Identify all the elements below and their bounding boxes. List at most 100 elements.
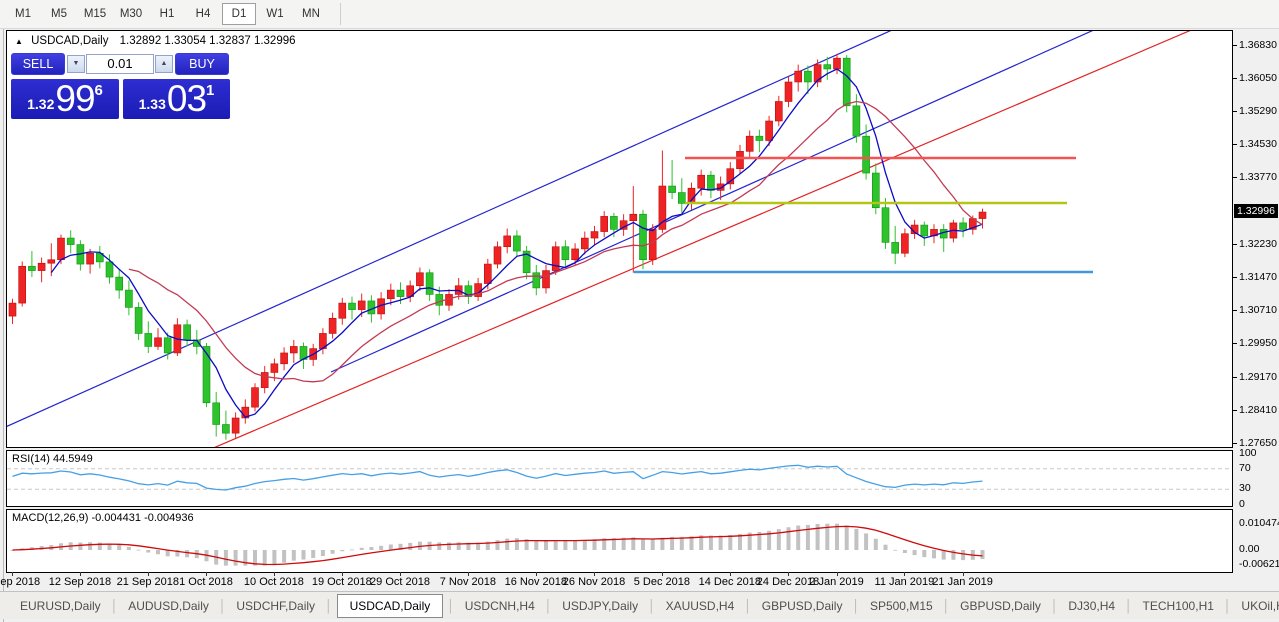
date-label: 2 Jan 2019 — [809, 576, 864, 588]
price-tick — [1233, 342, 1237, 344]
tab-audusd-daily[interactable]: AUDUSD,Daily — [128, 598, 209, 613]
date-tick — [535, 572, 537, 576]
buy-price-display[interactable]: 1.33 03 1 — [123, 79, 230, 119]
volume-input[interactable]: 0.01 — [86, 54, 154, 74]
price-tick — [1233, 409, 1237, 411]
date-label: 21 Jan 2019 — [932, 576, 993, 588]
sell-price-display[interactable]: 1.32 99 6 — [11, 79, 119, 119]
main-chart-canvas — [7, 31, 1196, 447]
date-label: 7 Nov 2018 — [439, 576, 497, 588]
chart-title: ▲ USDCAD,Daily 1.32892 1.33054 1.32837 1… — [15, 35, 296, 47]
tabs-holder: EURUSD,Daily │ AUDUSD,Daily │ USDCHF,Daily │ U… — [14, 593, 1279, 618]
rsi-label: RSI(14) 44.5949 — [12, 453, 93, 465]
timeframe-d1[interactable]: D1 — [222, 3, 256, 25]
tab-usdcnh-h4[interactable]: USDCNH,H4 — [464, 598, 535, 613]
timeframe-w1[interactable]: W1 — [266, 8, 284, 20]
main-chart-pane[interactable]: ▲ USDCAD,Daily 1.32892 1.33054 1.32837 1… — [6, 30, 1233, 448]
tab-usdjpy-daily[interactable]: USDJPY,Daily — [562, 598, 639, 613]
price-tick-label: 1.29950 — [1239, 336, 1277, 349]
macd-canvas — [10, 523, 985, 566]
date-tick — [147, 572, 149, 576]
date-tick — [904, 572, 906, 576]
buy-price-small: 1.33 — [138, 96, 166, 112]
current-price-label: 1.32996 — [1234, 204, 1278, 219]
date-tick — [467, 572, 469, 576]
date-label: 5 Dec 2018 — [633, 576, 691, 588]
price-tick — [1233, 111, 1237, 113]
buy-button[interactable]: BUY — [175, 53, 229, 75]
date-tick — [79, 572, 81, 576]
date-tick — [206, 572, 207, 576]
macd-label: MACD(12,26,9) -0.004431 -0.004936 — [12, 512, 194, 524]
timeframe-toolbar: M1 M5 M15 M30 H1 H4 D1 W1 MN — [0, 0, 1279, 29]
date-label: 1 Oct 2018 — [179, 576, 233, 588]
rsi-scale-label: 0 — [1239, 497, 1245, 510]
trendlines-layer — [7, 31, 1196, 447]
sell-price-pip: 6 — [94, 82, 103, 99]
price-tick-label: 1.31470 — [1239, 270, 1277, 283]
toolbar-separator — [340, 3, 341, 25]
price-tick — [1233, 243, 1237, 245]
timeframe-m5[interactable]: M5 — [51, 8, 67, 20]
rsi-scale-label: 70 — [1239, 461, 1251, 474]
date-label: 24 Dec 2018 — [756, 576, 820, 588]
volume-decrease-button[interactable]: ▼ — [67, 55, 85, 73]
buy-price-big: 03 — [166, 78, 207, 119]
price-tick-label: 1.29170 — [1239, 370, 1277, 383]
timeframe-mn[interactable]: MN — [302, 8, 320, 20]
price-tick-label: 1.35290 — [1239, 105, 1277, 118]
macd-histogram — [10, 523, 985, 566]
tab-eurusd-daily[interactable]: EURUSD,Daily — [20, 598, 101, 613]
sell-price-big: 99 — [55, 78, 95, 119]
channel-lower[interactable] — [330, 31, 1096, 373]
tab-usdchf-daily[interactable]: USDCHF,Daily — [236, 598, 316, 613]
tab-gbpusd-daily[interactable]: GBPUSD,Daily — [761, 598, 843, 613]
tab-separator: │ — [852, 598, 860, 613]
sell-price-small: 1.32 — [27, 96, 55, 112]
tab-separator: │ — [218, 598, 227, 613]
timeframe-m30[interactable]: M30 — [119, 8, 143, 20]
date-label: 19 Oct 2018 — [311, 576, 372, 588]
tab-separator: │ — [1223, 598, 1232, 613]
timeframe-h4[interactable]: H4 — [195, 8, 211, 20]
chart-tabbar: EURUSD,Daily │ AUDUSD,Daily │ USDCHF,Daily │ U… — [0, 591, 1279, 619]
timeframe-m15[interactable]: M15 — [83, 8, 107, 20]
macd-signal-line — [12, 525, 983, 566]
macd-scale-label: 0.00 — [1239, 543, 1260, 555]
tab-tech100-h1[interactable]: TECH100,H1 — [1142, 598, 1214, 613]
tab-separator: │ — [744, 598, 752, 613]
macd-pane[interactable]: MACD(12,26,9) -0.004431 -0.004936 — [6, 509, 1233, 573]
tab-separator: │ — [325, 598, 333, 613]
tab-dj30-h4[interactable]: DJ30,H4 — [1068, 598, 1116, 613]
tab-separator: │ — [1050, 598, 1059, 613]
tab-ukoil-h1[interactable]: UKOil,H1 — [1241, 598, 1279, 613]
tab-usdcad-daily[interactable]: USDCAD,Daily — [336, 593, 444, 618]
price-tick — [1233, 309, 1237, 311]
date-label: 3 Sep 2018 — [0, 576, 41, 588]
timeframe-m1[interactable]: M1 — [15, 8, 31, 20]
tab-xauusd-h4[interactable]: XAUUSD,H4 — [665, 598, 735, 613]
price-axis[interactable]: 1.36830 1.36050 1.35290 1.34530 1.33770 1.322… — [1233, 30, 1279, 449]
volume-increase-button[interactable]: ▲ — [155, 55, 173, 73]
price-tick — [1233, 442, 1237, 444]
tab-sp500-m15[interactable]: SP500,M15 — [869, 598, 933, 613]
price-tick — [1233, 78, 1237, 80]
tab-separator: │ — [1125, 598, 1133, 613]
price-tick-label: 1.36050 — [1239, 72, 1277, 85]
date-label: 14 Dec 2018 — [698, 576, 761, 588]
price-tick — [1233, 376, 1237, 378]
channel-upper[interactable] — [7, 31, 901, 429]
price-tick — [1233, 44, 1237, 46]
timeframe-h1[interactable]: H1 — [159, 8, 175, 20]
tab-gbpusd-daily[interactable]: GBPUSD,Daily — [960, 598, 1041, 613]
sell-button[interactable]: SELL — [11, 53, 65, 75]
rsi-pane[interactable]: RSI(14) 44.5949 — [6, 450, 1233, 507]
tab-separator: │ — [110, 598, 119, 613]
rising-support[interactable] — [211, 31, 1196, 447]
window-left-edge — [3, 29, 4, 622]
ma-fast-line — [50, 68, 983, 418]
collapse-icon[interactable]: ▲ — [15, 37, 23, 46]
macd-scale-label: 0.010474 — [1239, 517, 1279, 529]
rsi-canvas — [7, 464, 1232, 491]
